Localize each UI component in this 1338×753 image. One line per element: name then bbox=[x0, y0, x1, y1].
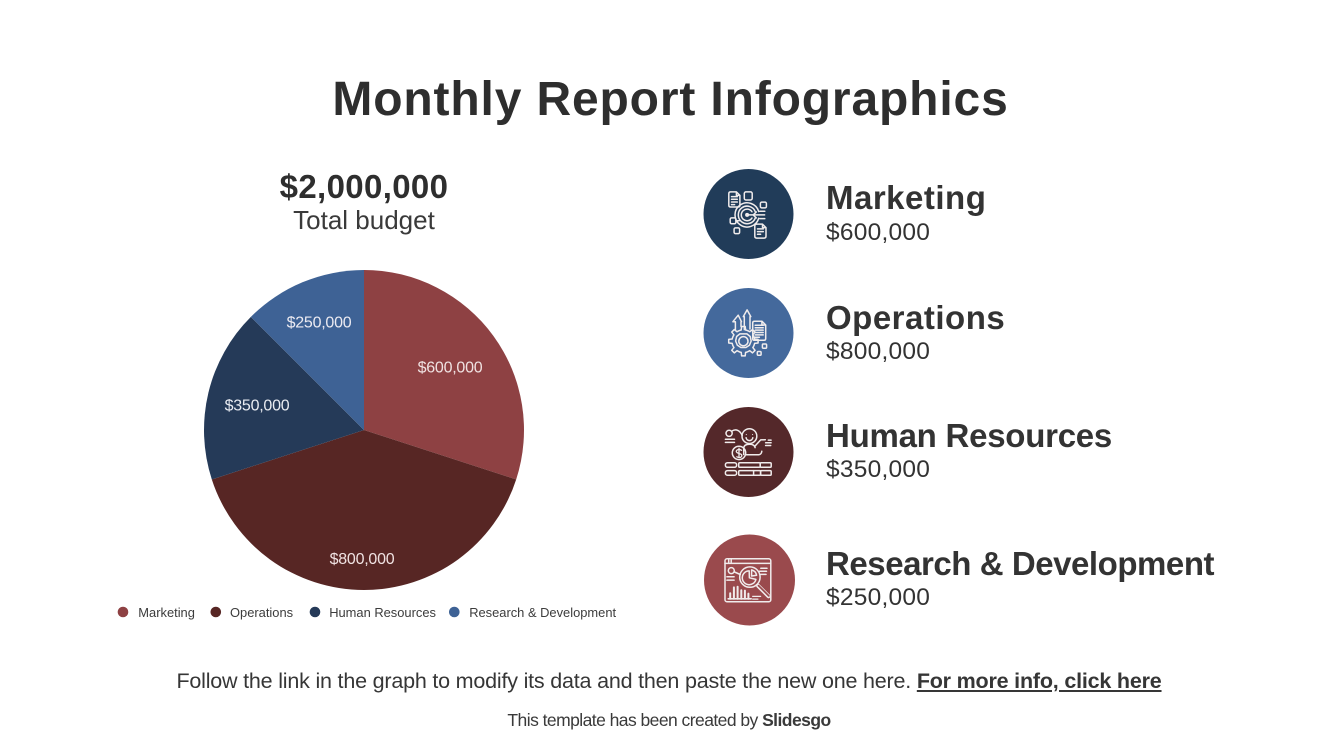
svg-text:$250,000: $250,000 bbox=[287, 315, 352, 332]
svg-text:$800,000: $800,000 bbox=[330, 551, 395, 568]
svg-text:$600,000: $600,000 bbox=[418, 360, 483, 377]
svg-text:Operations: Operations bbox=[230, 605, 293, 620]
svg-text:Research & Development: Research & Development bbox=[469, 605, 616, 620]
svg-text:$350,000: $350,000 bbox=[225, 398, 290, 415]
svg-text:Human Resources: Human Resources bbox=[329, 605, 436, 620]
svg-text:Marketing: Marketing bbox=[138, 605, 195, 620]
